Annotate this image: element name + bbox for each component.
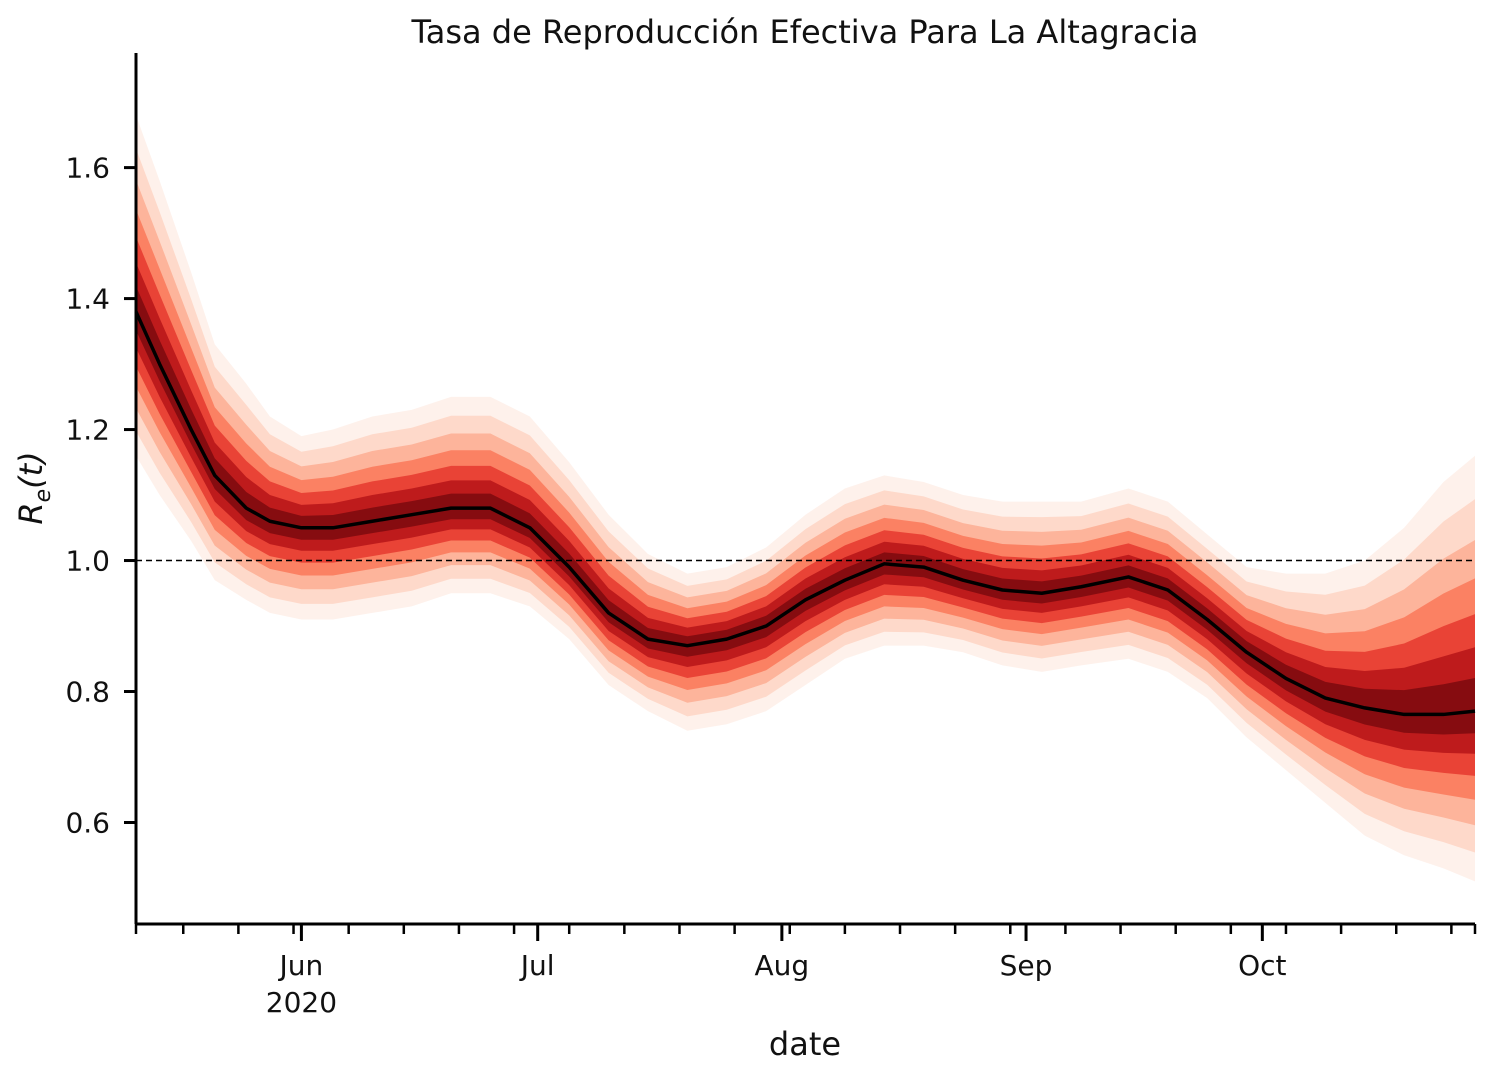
uncertainty-bands bbox=[136, 115, 1475, 882]
x-tick-label-5: Oct bbox=[1238, 949, 1286, 982]
y-tick-label-2: 0.8 bbox=[65, 676, 110, 709]
x-tick-label-2: Jul bbox=[519, 949, 555, 982]
y-tick-label-3: 1.0 bbox=[65, 545, 110, 578]
y-ticks: 0.6 0.8 1.0 1.2 1.4 1.6 bbox=[65, 152, 136, 839]
y-axis-label-sub: e bbox=[31, 489, 56, 503]
x-axis-label: date bbox=[769, 1025, 841, 1063]
axes bbox=[134, 53, 1475, 926]
x-tick-label-3: Aug bbox=[755, 949, 810, 982]
median-line bbox=[134, 310, 1476, 717]
y-tick-label-4: 1.2 bbox=[65, 414, 110, 447]
x-tick-label-1: Jun bbox=[278, 949, 324, 982]
y-axis-label: Re(t) bbox=[12, 451, 56, 524]
y-axis-label-arg: (t) bbox=[12, 451, 50, 489]
chart-title: Tasa de Reproducción Efectiva Para La Al… bbox=[410, 13, 1198, 51]
x-tick-sublabel-1: 2020 bbox=[266, 986, 337, 1019]
y-tick-label-1: 0.6 bbox=[65, 806, 110, 839]
x-ticks: Jun 2020 Jul Aug Sep Oct bbox=[134, 924, 1477, 1019]
y-tick-label-5: 1.4 bbox=[65, 283, 110, 316]
x-tick-label-4: Sep bbox=[1000, 949, 1053, 982]
uncertainty-band-7 bbox=[136, 286, 1475, 735]
y-axis-label-base: R bbox=[12, 502, 50, 524]
y-tick-label-6: 1.6 bbox=[65, 152, 110, 185]
